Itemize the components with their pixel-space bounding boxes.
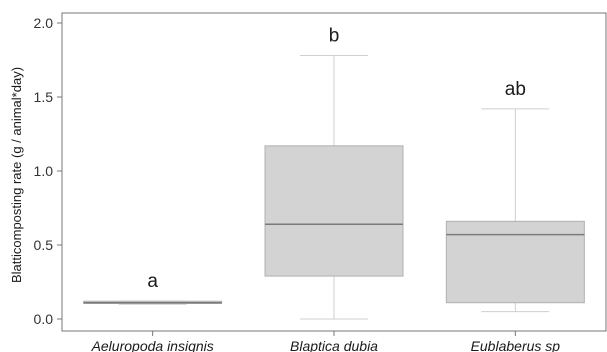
x-axis: Aeluropoda insignis Blaptica dubia Eublabe… bbox=[91, 331, 561, 352]
significance-letter: b bbox=[329, 26, 340, 47]
x-tick-label: Aeluropoda insignis bbox=[91, 338, 214, 352]
box-3: ab bbox=[445, 79, 585, 313]
box-2: b bbox=[264, 26, 404, 320]
y-tick-label: 1.5 bbox=[34, 89, 54, 105]
y-tick-label: 2.0 bbox=[34, 15, 54, 31]
y-axis: 0.0 0.5 1.0 1.5 2.0 bbox=[34, 15, 62, 327]
box-1: a bbox=[83, 271, 223, 305]
significance-letter: a bbox=[147, 271, 158, 292]
x-tick-label: Blaptica dubia bbox=[290, 338, 378, 352]
y-axis-label: Blatticomposting rate (g / animal*day) bbox=[9, 67, 24, 283]
significance-letter: ab bbox=[505, 79, 526, 100]
y-tick-label: 1.0 bbox=[34, 163, 54, 179]
box-iqr bbox=[445, 220, 585, 304]
box-iqr bbox=[264, 145, 404, 277]
x-tick-label: Eublaberus sp bbox=[471, 338, 561, 352]
y-tick-label: 0.5 bbox=[34, 237, 54, 253]
y-tick-label: 0.0 bbox=[34, 311, 54, 327]
